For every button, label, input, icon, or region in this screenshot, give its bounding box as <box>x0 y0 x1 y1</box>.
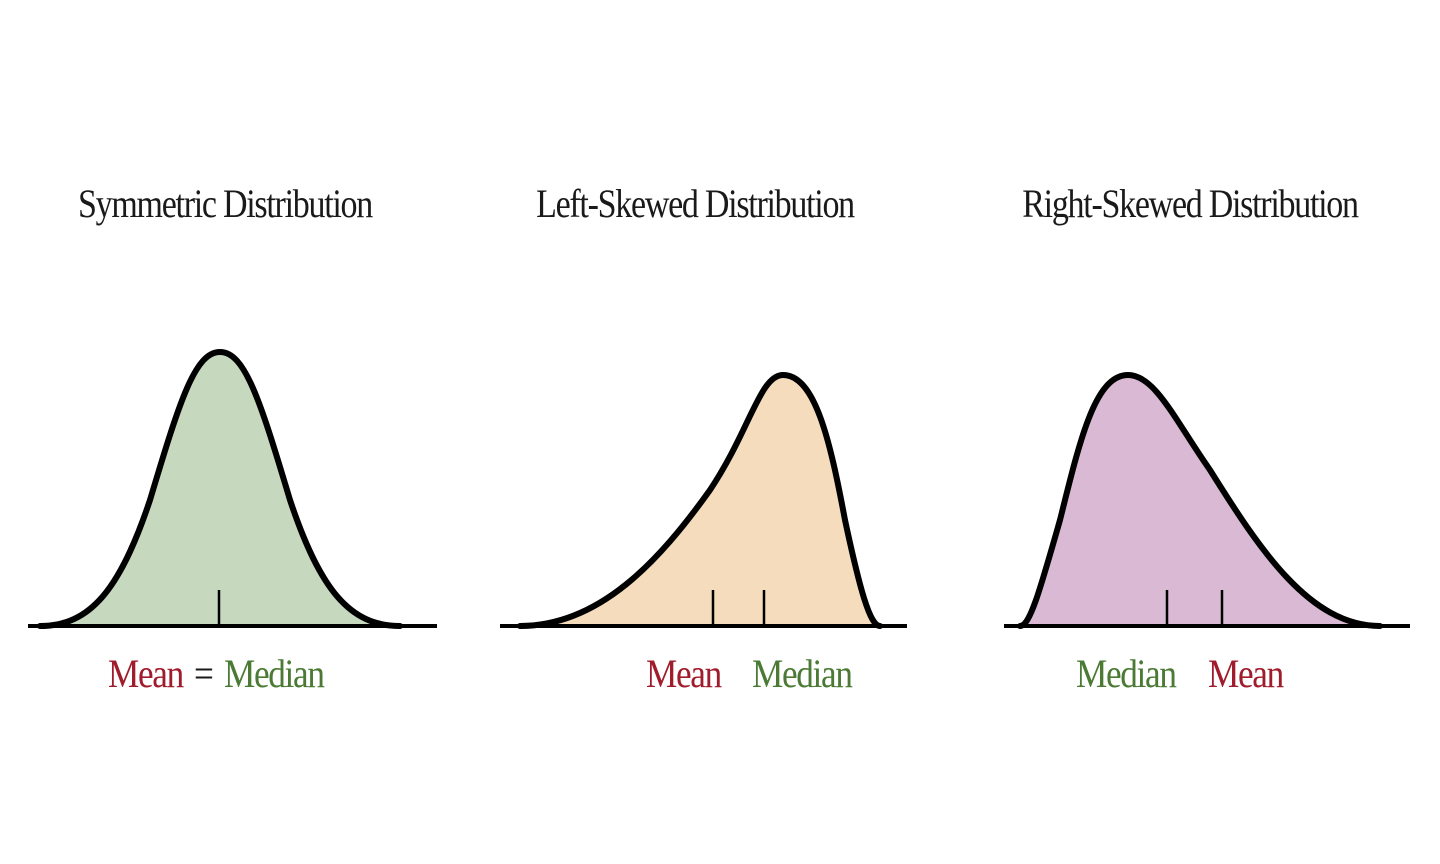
left-skewed-fill <box>520 375 880 626</box>
left-skewed-panel: Left-Skewed Distribution Mean Median <box>480 0 930 864</box>
equals-sign: = <box>194 651 214 696</box>
median-label: Median <box>1076 651 1177 696</box>
mean-label: Mean <box>1208 651 1284 696</box>
mean-label: Mean <box>646 651 722 696</box>
median-label: Median <box>224 651 325 696</box>
left-skewed-curve <box>500 372 907 629</box>
right-skewed-curve <box>1004 372 1410 629</box>
right-skewed-panel: Right-Skewed Distribution Median Mean <box>990 0 1440 864</box>
symmetric-curve <box>28 349 437 629</box>
left-skewed-outline <box>517 372 883 629</box>
symmetric-panel: Symmetric Distribution Mean = Median <box>0 0 460 864</box>
symmetric-title: Symmetric Distribution <box>78 181 373 226</box>
right-skewed-outline <box>1017 372 1383 629</box>
symmetric-outline <box>37 349 403 629</box>
symmetric-fill <box>40 352 400 626</box>
left-skewed-title: Left-Skewed Distribution <box>536 181 855 226</box>
median-label: Median <box>752 651 853 696</box>
right-skewed-fill <box>1020 375 1380 626</box>
right-skewed-title: Right-Skewed Distribution <box>1022 181 1359 226</box>
mean-label: Mean <box>108 651 184 696</box>
